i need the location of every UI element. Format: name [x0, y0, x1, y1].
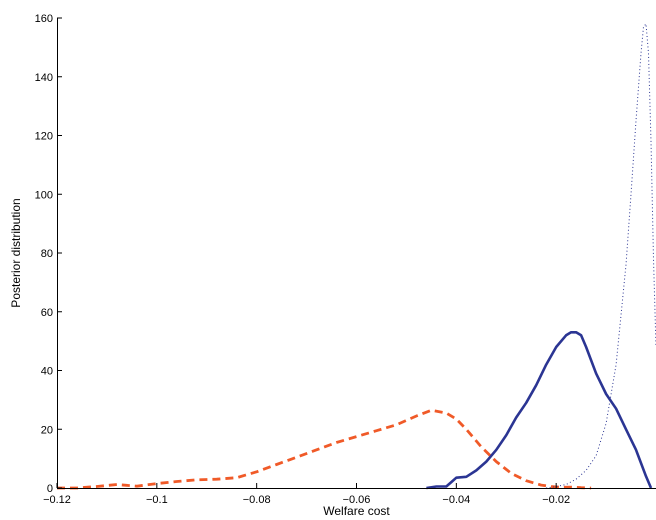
series-solid-line [426, 331, 653, 490]
y-axis: 0 20 40 60 80 100 120 140 160 [35, 13, 62, 495]
y-tick-label: 120 [35, 131, 53, 143]
series-dotted-line [546, 23, 656, 489]
y-axis-label: Posterior distribution [9, 198, 23, 307]
y-tick-label: 20 [41, 424, 53, 436]
x-tick-label: −0.12 [43, 494, 71, 506]
x-tick-label: −0.06 [343, 494, 371, 506]
y-tick-label: 60 [41, 307, 53, 319]
series-dashed-line [57, 408, 592, 490]
x-axis: −0.12 −0.1 −0.08 −0.06 −0.04 −0.02 [43, 483, 570, 506]
x-tick-label: −0.1 [146, 494, 168, 506]
x-tick-label: −0.04 [442, 494, 470, 506]
x-tick-label: −0.02 [542, 494, 570, 506]
y-tick-label: 80 [41, 248, 53, 260]
y-tick-label: 0 [47, 483, 53, 495]
x-axis-label: Welfare cost [323, 504, 390, 518]
y-tick-label: 160 [35, 13, 53, 25]
y-tick-label: 40 [41, 366, 53, 378]
y-tick-label: 140 [35, 72, 53, 84]
x-tick-label: −0.08 [243, 494, 271, 506]
plot-area [57, 23, 656, 490]
y-tick-label: 100 [35, 189, 53, 201]
